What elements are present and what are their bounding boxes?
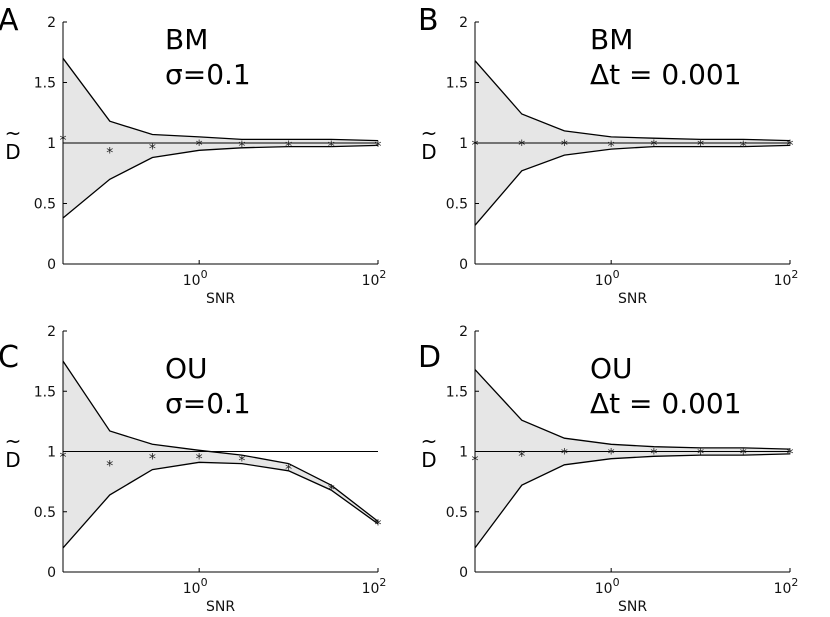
panel-letter: C	[0, 340, 19, 375]
annotation-model: OU	[590, 352, 633, 385]
y-tick-label: 2	[459, 15, 468, 31]
estimate-marker: *	[285, 139, 292, 155]
y-tick-label: 1.5	[34, 76, 56, 92]
lower-bound-line	[62, 461, 379, 549]
y-axis-label-accent: ~	[421, 429, 438, 453]
estimate-marker: *	[650, 447, 657, 463]
upper-bound-line	[62, 360, 379, 522]
y-axis-label-accent: ~	[5, 121, 22, 145]
x-tick-label: 102	[774, 576, 799, 597]
y-tick-label: 1.5	[446, 384, 468, 400]
x-tick-label: 100	[595, 268, 620, 289]
y-tick-label: 1	[459, 445, 468, 461]
x-tick-label: 100	[183, 576, 208, 597]
estimate-marker: *	[518, 449, 525, 465]
y-axis-label: D	[5, 140, 20, 164]
y-tick-label: 0.5	[34, 505, 56, 521]
x-tick-label: 100	[183, 268, 208, 289]
estimate-marker: *	[106, 459, 113, 475]
y-axis-label-accent: ~	[421, 121, 438, 145]
estimate-marker: *	[697, 138, 704, 154]
estimate-marker: *	[787, 138, 794, 154]
estimate-marker: *	[561, 138, 568, 154]
x-tick-label: 100	[595, 576, 620, 597]
annotation-parameter: σ=0.1	[165, 387, 251, 420]
estimate-marker: *	[375, 518, 382, 534]
lower-bound-line	[474, 453, 791, 549]
estimate-marker: *	[740, 139, 747, 155]
y-tick-label: 1	[47, 136, 56, 152]
estimate-marker: *	[561, 447, 568, 463]
y-tick-label: 0.5	[446, 505, 468, 521]
annotation-parameter: Δt = 0.001	[590, 58, 742, 91]
panel-letter: B	[418, 3, 439, 38]
estimate-marker: *	[328, 483, 335, 499]
upper-bound-line	[62, 57, 379, 142]
y-tick-label: 0.5	[446, 197, 468, 213]
estimate-marker: *	[285, 462, 292, 478]
x-axis-label: SNR	[206, 291, 235, 307]
x-tick-label: 102	[362, 576, 387, 597]
y-tick-label: 1.5	[34, 384, 56, 400]
estimate-marker: *	[787, 447, 794, 463]
annotation-model: BM	[590, 23, 633, 56]
y-tick-label: 0.5	[34, 197, 56, 213]
estimate-marker: *	[650, 138, 657, 154]
x-axis-label: SNR	[618, 599, 647, 615]
estimate-marker: *	[740, 447, 747, 463]
estimate-marker: *	[149, 451, 156, 467]
y-axis-label-accent: ~	[5, 429, 22, 453]
y-tick-label: 0	[459, 565, 468, 581]
estimate-marker: *	[106, 145, 113, 161]
y-tick-label: 2	[459, 324, 468, 340]
estimate-marker: *	[697, 447, 704, 463]
lower-bound-line	[62, 144, 379, 219]
upper-bound-line	[474, 60, 791, 142]
estimate-marker: *	[196, 451, 203, 467]
y-tick-label: 2	[47, 324, 56, 340]
estimate-marker: *	[608, 139, 615, 155]
annotation-parameter: σ=0.1	[165, 58, 251, 91]
lower-bound-line	[474, 144, 791, 226]
x-axis-label: SNR	[618, 291, 647, 307]
estimate-marker: *	[149, 142, 156, 158]
panel-letter: A	[0, 3, 19, 38]
y-tick-label: 1	[459, 136, 468, 152]
y-axis-label: D	[5, 448, 20, 472]
y-tick-label: 1.5	[446, 76, 468, 92]
estimate-marker: *	[238, 454, 245, 470]
y-axis-label: D	[421, 448, 436, 472]
estimate-marker: *	[375, 139, 382, 155]
estimate-marker: *	[608, 447, 615, 463]
annotation-model: BM	[165, 23, 208, 56]
y-tick-label: 0	[459, 257, 468, 273]
x-tick-label: 102	[774, 268, 799, 289]
x-axis-label: SNR	[206, 599, 235, 615]
estimate-marker: *	[518, 138, 525, 154]
estimate-marker: *	[328, 139, 335, 155]
estimate-marker: *	[196, 138, 203, 154]
upper-bound-line	[474, 369, 791, 450]
confidence-band	[63, 361, 378, 548]
y-tick-label: 0	[47, 257, 56, 273]
x-tick-label: 102	[362, 268, 387, 289]
annotation-parameter: Δt = 0.001	[590, 387, 742, 420]
y-tick-label: 1	[47, 445, 56, 461]
y-tick-label: 0	[47, 565, 56, 581]
panel-letter: D	[418, 340, 441, 375]
confidence-band	[475, 369, 790, 548]
estimate-marker: *	[238, 139, 245, 155]
y-tick-label: 2	[47, 15, 56, 31]
y-axis-label: D	[421, 140, 436, 164]
annotation-model: OU	[165, 352, 208, 385]
